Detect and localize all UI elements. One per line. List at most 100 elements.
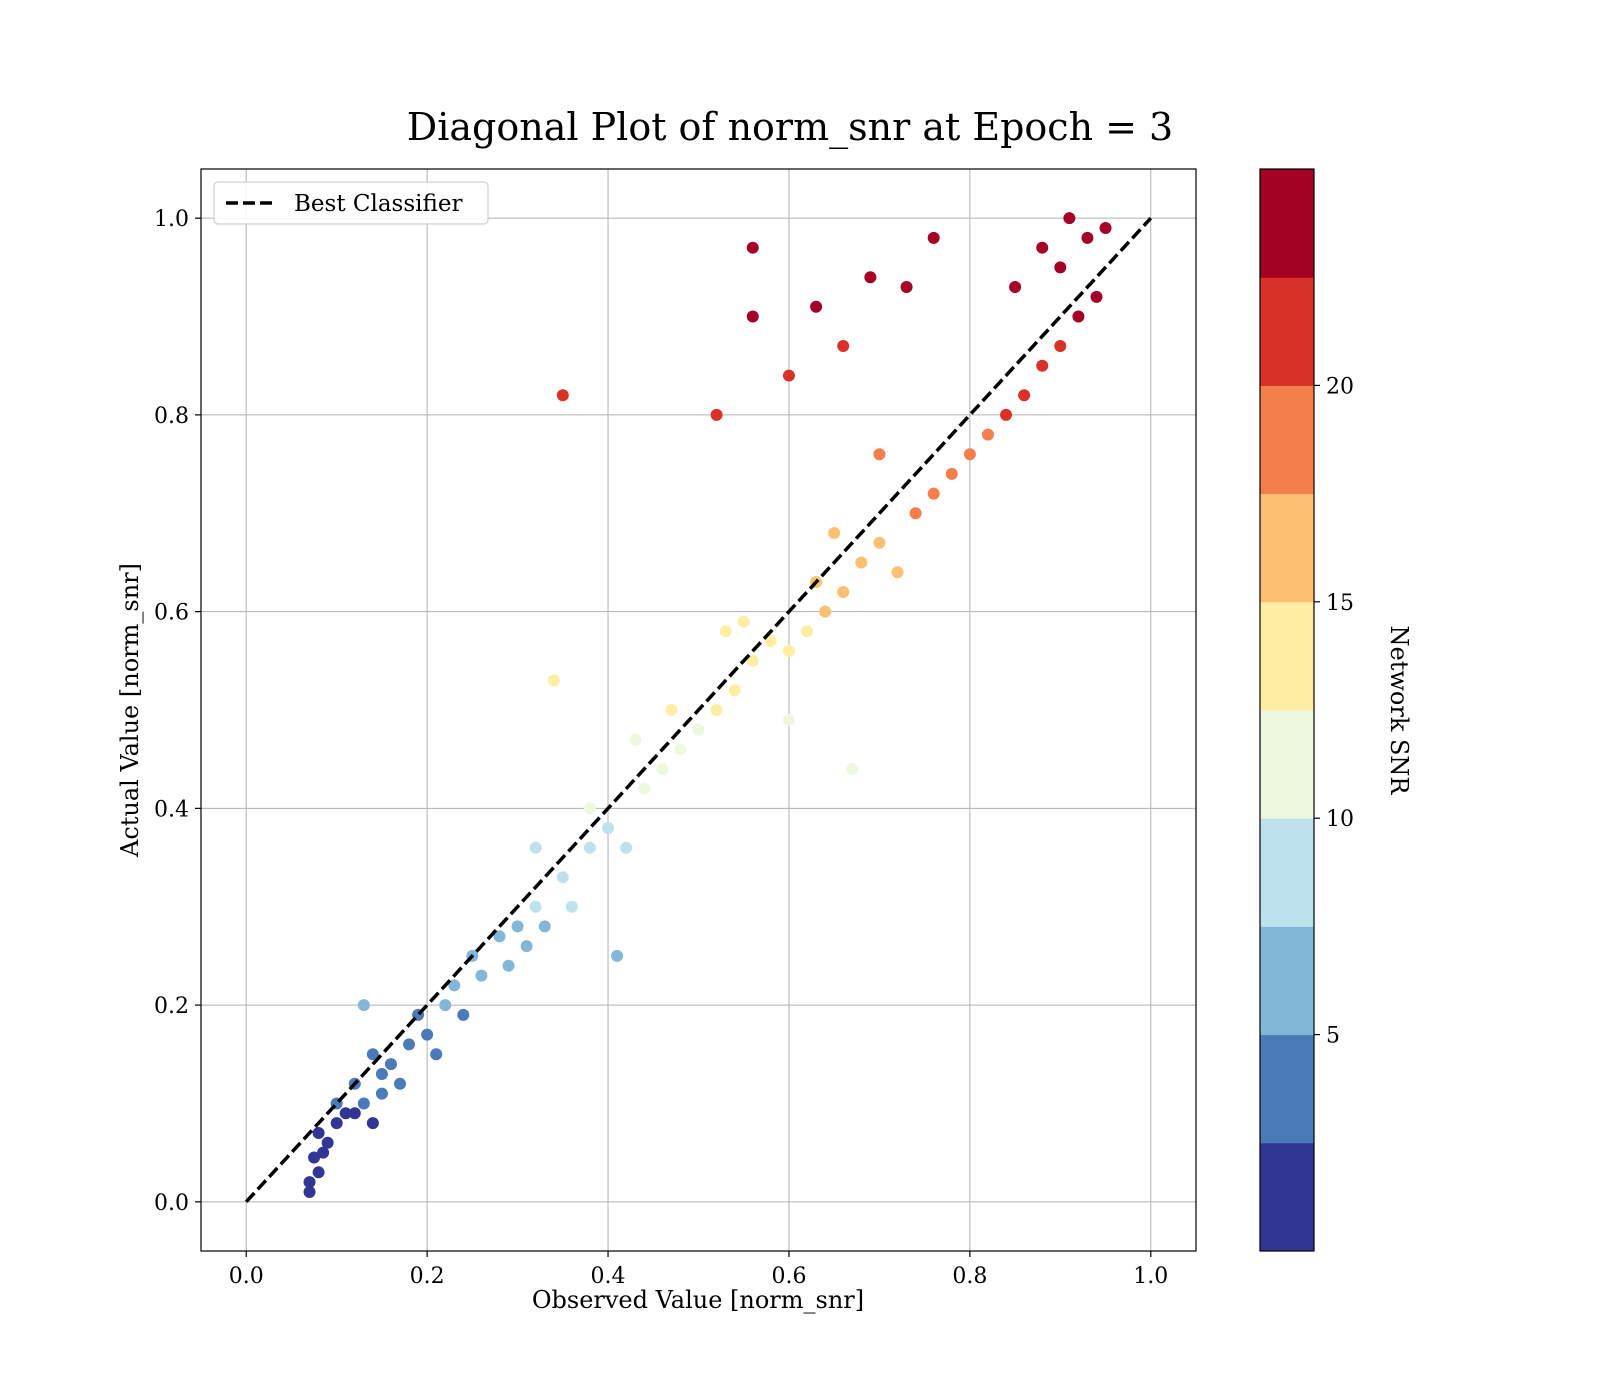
data-point-16 <box>384 1058 397 1071</box>
y-tick-label-1: 0.2 <box>154 994 189 1019</box>
colorbar-label: Network SNR <box>1385 626 1413 796</box>
x-tick-label-1: 0.2 <box>410 1264 445 1289</box>
y-tick-label-3: 0.6 <box>154 601 189 626</box>
chart-title: Diagonal Plot of norm_snr at Epoch = 3 <box>407 105 1173 150</box>
data-point-83 <box>900 281 913 294</box>
data-point-30 <box>511 920 524 933</box>
data-point-70 <box>1072 310 1085 323</box>
data-point-63 <box>945 467 958 480</box>
data-point-1 <box>303 1176 316 1189</box>
data-point-22 <box>439 999 452 1012</box>
data-point-40 <box>583 802 596 815</box>
colorbar-bin-0 <box>1260 1142 1314 1252</box>
data-point-51 <box>782 644 795 657</box>
data-point-66 <box>1000 408 1013 421</box>
data-point-49 <box>746 654 759 667</box>
data-point-14 <box>375 1067 388 1080</box>
data-point-9 <box>348 1107 361 1120</box>
data-point-17 <box>403 1038 416 1051</box>
x-tick-label-4: 0.8 <box>952 1264 987 1289</box>
colorbar-tick-label-3: 20 <box>1326 374 1354 399</box>
data-point-53 <box>737 615 750 628</box>
data-point-28 <box>475 969 488 982</box>
data-point-82 <box>864 271 877 284</box>
data-point-77 <box>1063 212 1076 225</box>
data-point-59 <box>891 566 904 579</box>
data-point-52 <box>801 625 814 638</box>
colorbar-tick-label-0: 5 <box>1326 1024 1340 1049</box>
data-point-87 <box>837 340 850 353</box>
colorbar-bin-5 <box>1260 601 1314 711</box>
data-point-34 <box>538 920 551 933</box>
x-tick-label-5: 1.0 <box>1133 1264 1168 1289</box>
data-point-89 <box>719 625 732 638</box>
data-point-5 <box>321 1136 334 1149</box>
data-point-69 <box>1054 340 1067 353</box>
colorbar-bin-4 <box>1260 710 1314 819</box>
data-point-15 <box>366 1048 379 1061</box>
data-point-18 <box>394 1077 406 1090</box>
y-axis-label: Actual Value [norm_snr] <box>116 563 144 858</box>
y-tick-label-5: 1.0 <box>154 207 189 232</box>
data-point-29 <box>493 930 506 943</box>
data-point-92 <box>611 949 624 962</box>
colorbar-tick-label-2: 15 <box>1326 591 1354 616</box>
data-point-19 <box>421 1028 434 1041</box>
data-point-67 <box>1018 389 1031 402</box>
data-point-75 <box>1009 281 1022 294</box>
data-point-0 <box>303 1185 316 1198</box>
data-point-68 <box>1036 359 1049 372</box>
data-point-8 <box>339 1107 352 1120</box>
colorbar-tick-label-1: 10 <box>1326 807 1354 832</box>
data-point-57 <box>855 556 868 569</box>
colorbar-bin-3 <box>1260 818 1314 927</box>
plot-frame <box>200 168 1197 1252</box>
colorbar-bin-8 <box>1260 277 1314 386</box>
data-point-4 <box>317 1146 330 1159</box>
data-point-7 <box>330 1117 343 1130</box>
data-point-33 <box>520 940 533 953</box>
data-point-61 <box>909 507 922 520</box>
data-point-36 <box>565 900 578 913</box>
data-point-38 <box>602 822 615 835</box>
legend: Best Classifier <box>213 181 489 225</box>
data-point-81 <box>810 300 823 313</box>
legend-box <box>213 181 489 225</box>
data-point-26 <box>457 1008 470 1021</box>
colorbar <box>1260 169 1314 1252</box>
data-point-60 <box>828 526 841 539</box>
data-point-85 <box>710 408 723 421</box>
data-point-47 <box>710 704 723 716</box>
best-classifier-line <box>244 216 1153 1204</box>
colorbar-ticks: 5 10 15 20 <box>1314 374 1354 1049</box>
colorbar-bin-1 <box>1260 1034 1314 1144</box>
colorbar-bin-6 <box>1260 493 1314 603</box>
data-point-93 <box>782 713 795 726</box>
data-point-2 <box>312 1166 325 1179</box>
x-axis-label: Observed Value [norm_snr] <box>532 1286 864 1314</box>
data-point-79 <box>556 389 569 402</box>
data-point-31 <box>502 959 515 972</box>
data-point-6 <box>312 1126 325 1139</box>
x-tick-label-3: 0.6 <box>771 1264 806 1289</box>
data-point-32 <box>529 900 542 913</box>
data-point-62 <box>927 487 940 500</box>
y-tick-label-4: 0.8 <box>154 404 189 429</box>
data-point-64 <box>963 448 976 461</box>
data-point-76 <box>1036 241 1049 254</box>
data-point-71 <box>1090 290 1103 303</box>
x-axis: 0.0 0.2 0.4 0.6 0.8 1.0 <box>229 1251 1168 1289</box>
data-point-58 <box>873 536 886 549</box>
colorbar-bin-7 <box>1260 385 1314 495</box>
data-point-91 <box>529 841 542 854</box>
data-point-11 <box>366 1117 379 1130</box>
data-point-23 <box>357 999 370 1012</box>
data-point-45 <box>692 723 705 736</box>
data-point-78 <box>746 241 759 254</box>
data-point-46 <box>665 704 678 716</box>
data-point-44 <box>674 743 687 756</box>
data-point-42 <box>656 763 669 776</box>
data-point-84 <box>927 231 940 244</box>
data-point-88 <box>873 448 886 461</box>
